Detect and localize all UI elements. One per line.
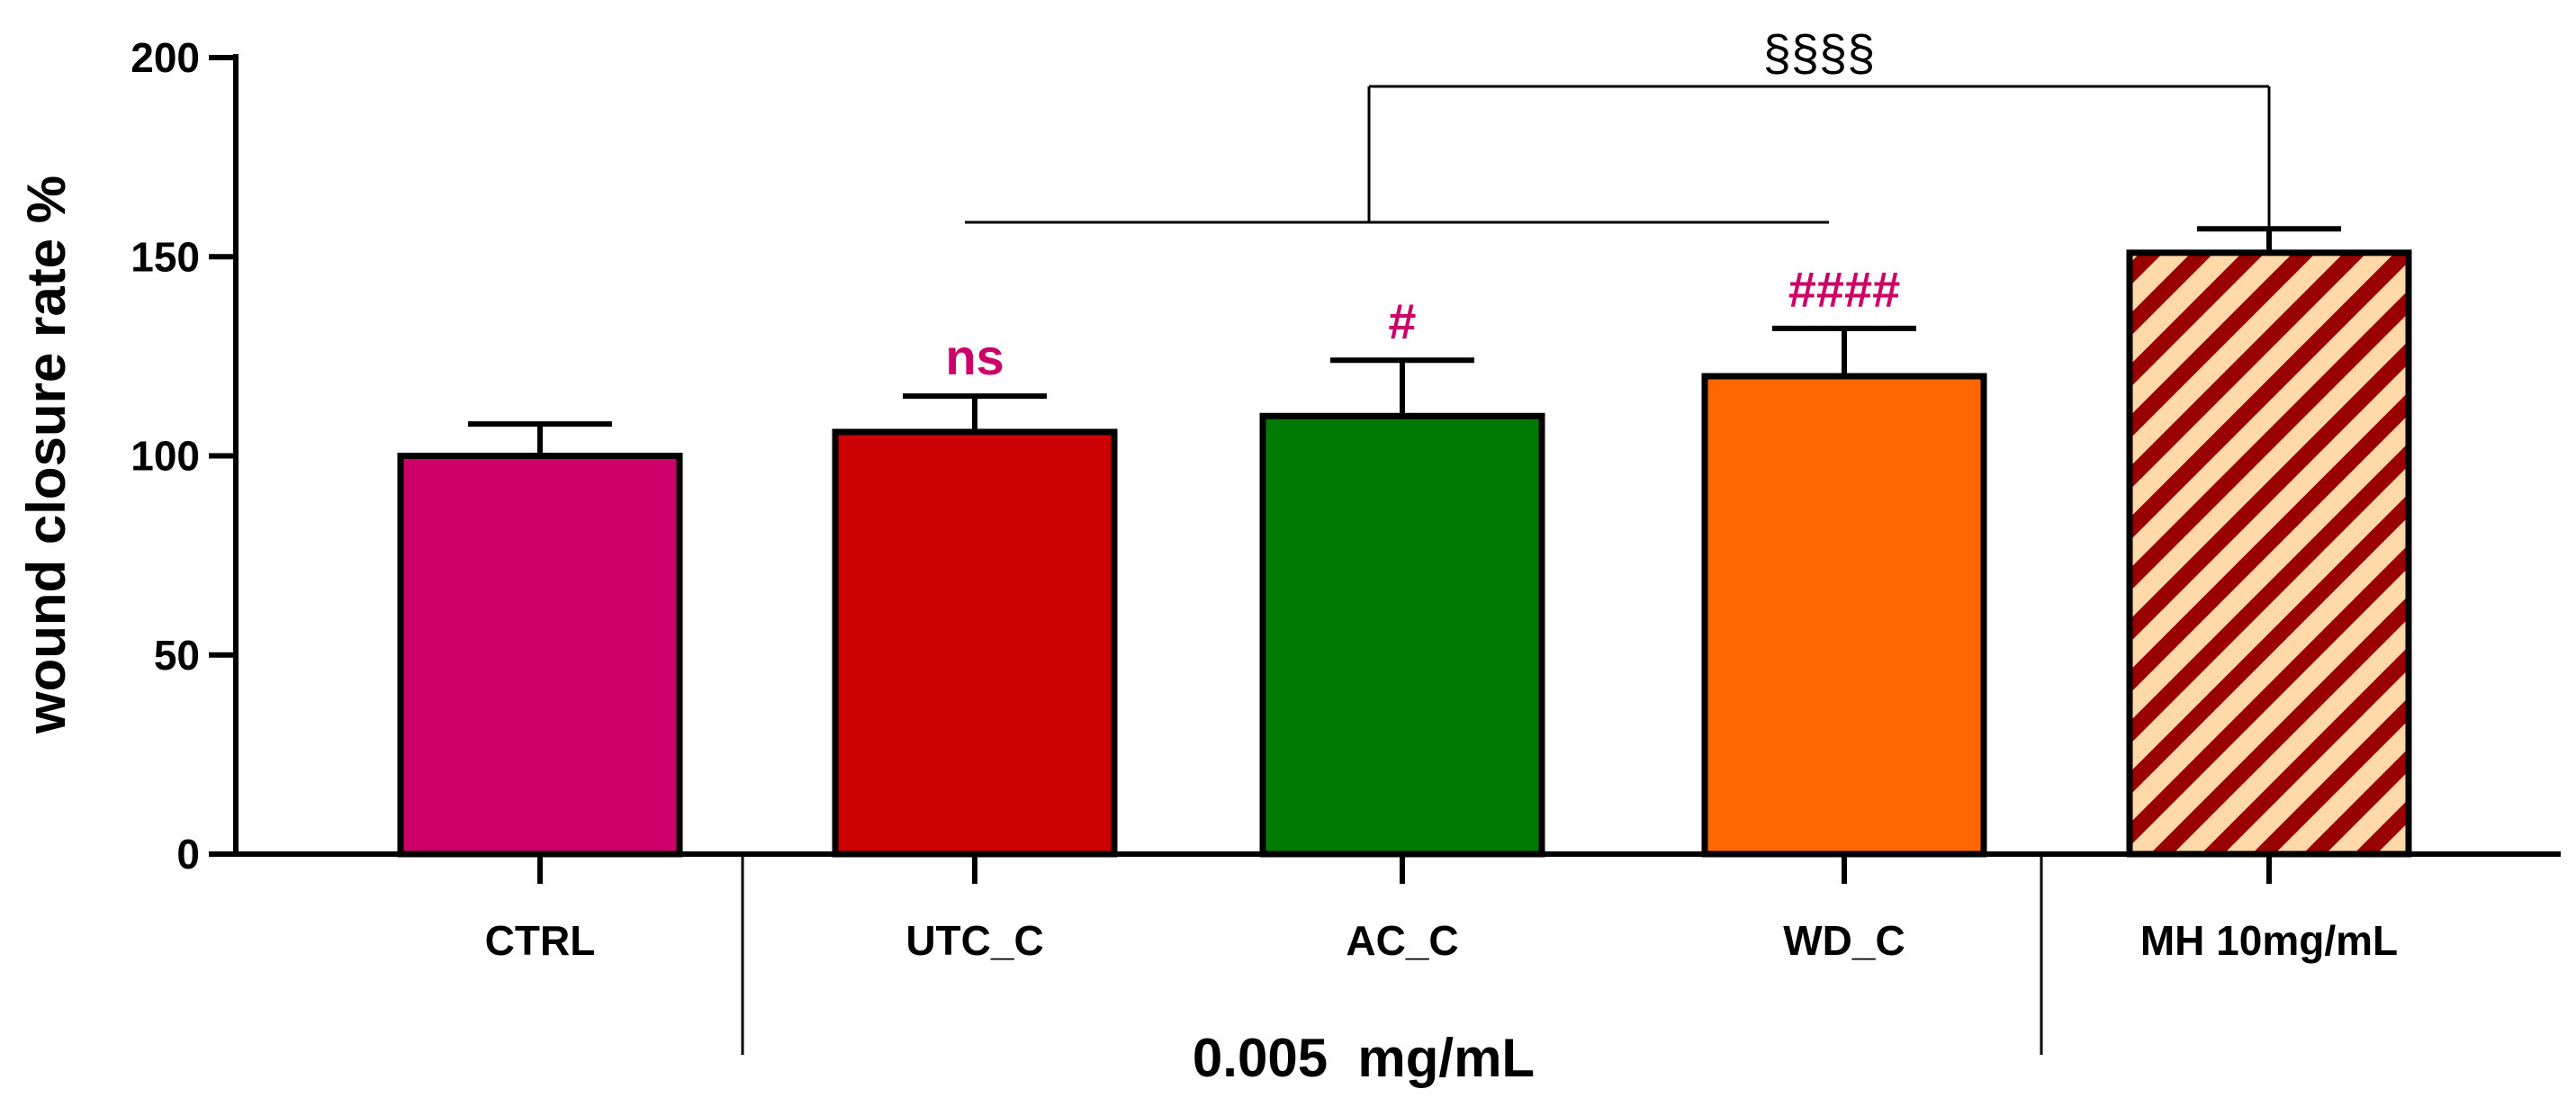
x-category-label: WD_C: [1783, 917, 1905, 964]
significance-label: ####: [1788, 261, 1901, 318]
bar: [1701, 373, 1987, 858]
x-category-label: MH 10mg/mL: [2140, 917, 2398, 964]
x-category-label: CTRL: [485, 917, 596, 964]
bars: [397, 249, 2412, 858]
group-label: 0.005 mg/mL: [1193, 1028, 1535, 1088]
bar: [397, 453, 683, 858]
significance-label: ns: [945, 328, 1004, 385]
significance-annotations: ns#####: [945, 261, 1900, 385]
y-axis-ticks: 0 50 100 150 200: [131, 34, 236, 878]
x-category-label: AC_C: [1346, 917, 1458, 964]
significance-label: #: [1388, 292, 1416, 349]
bar: [1259, 412, 1545, 858]
x-category-label: UTC_C: [905, 917, 1043, 964]
y-tick-label: 150: [131, 233, 200, 280]
y-tick-label: 0: [176, 831, 200, 878]
y-tick-label: 200: [131, 34, 200, 81]
bracket-label: §§§§: [1763, 24, 1876, 81]
y-tick-label: 50: [154, 632, 200, 679]
y-axis-title: wound closure rate %: [16, 176, 77, 734]
error-bars: [468, 226, 2341, 456]
y-tick-label: 100: [131, 433, 200, 480]
comparison-bracket: §§§§: [965, 24, 2271, 230]
bar: [2126, 249, 2412, 858]
bar: [832, 428, 1118, 858]
x-axis-categories: CTRL UTC_C AC_C WD_C MH 10mg/mL: [485, 854, 2398, 964]
